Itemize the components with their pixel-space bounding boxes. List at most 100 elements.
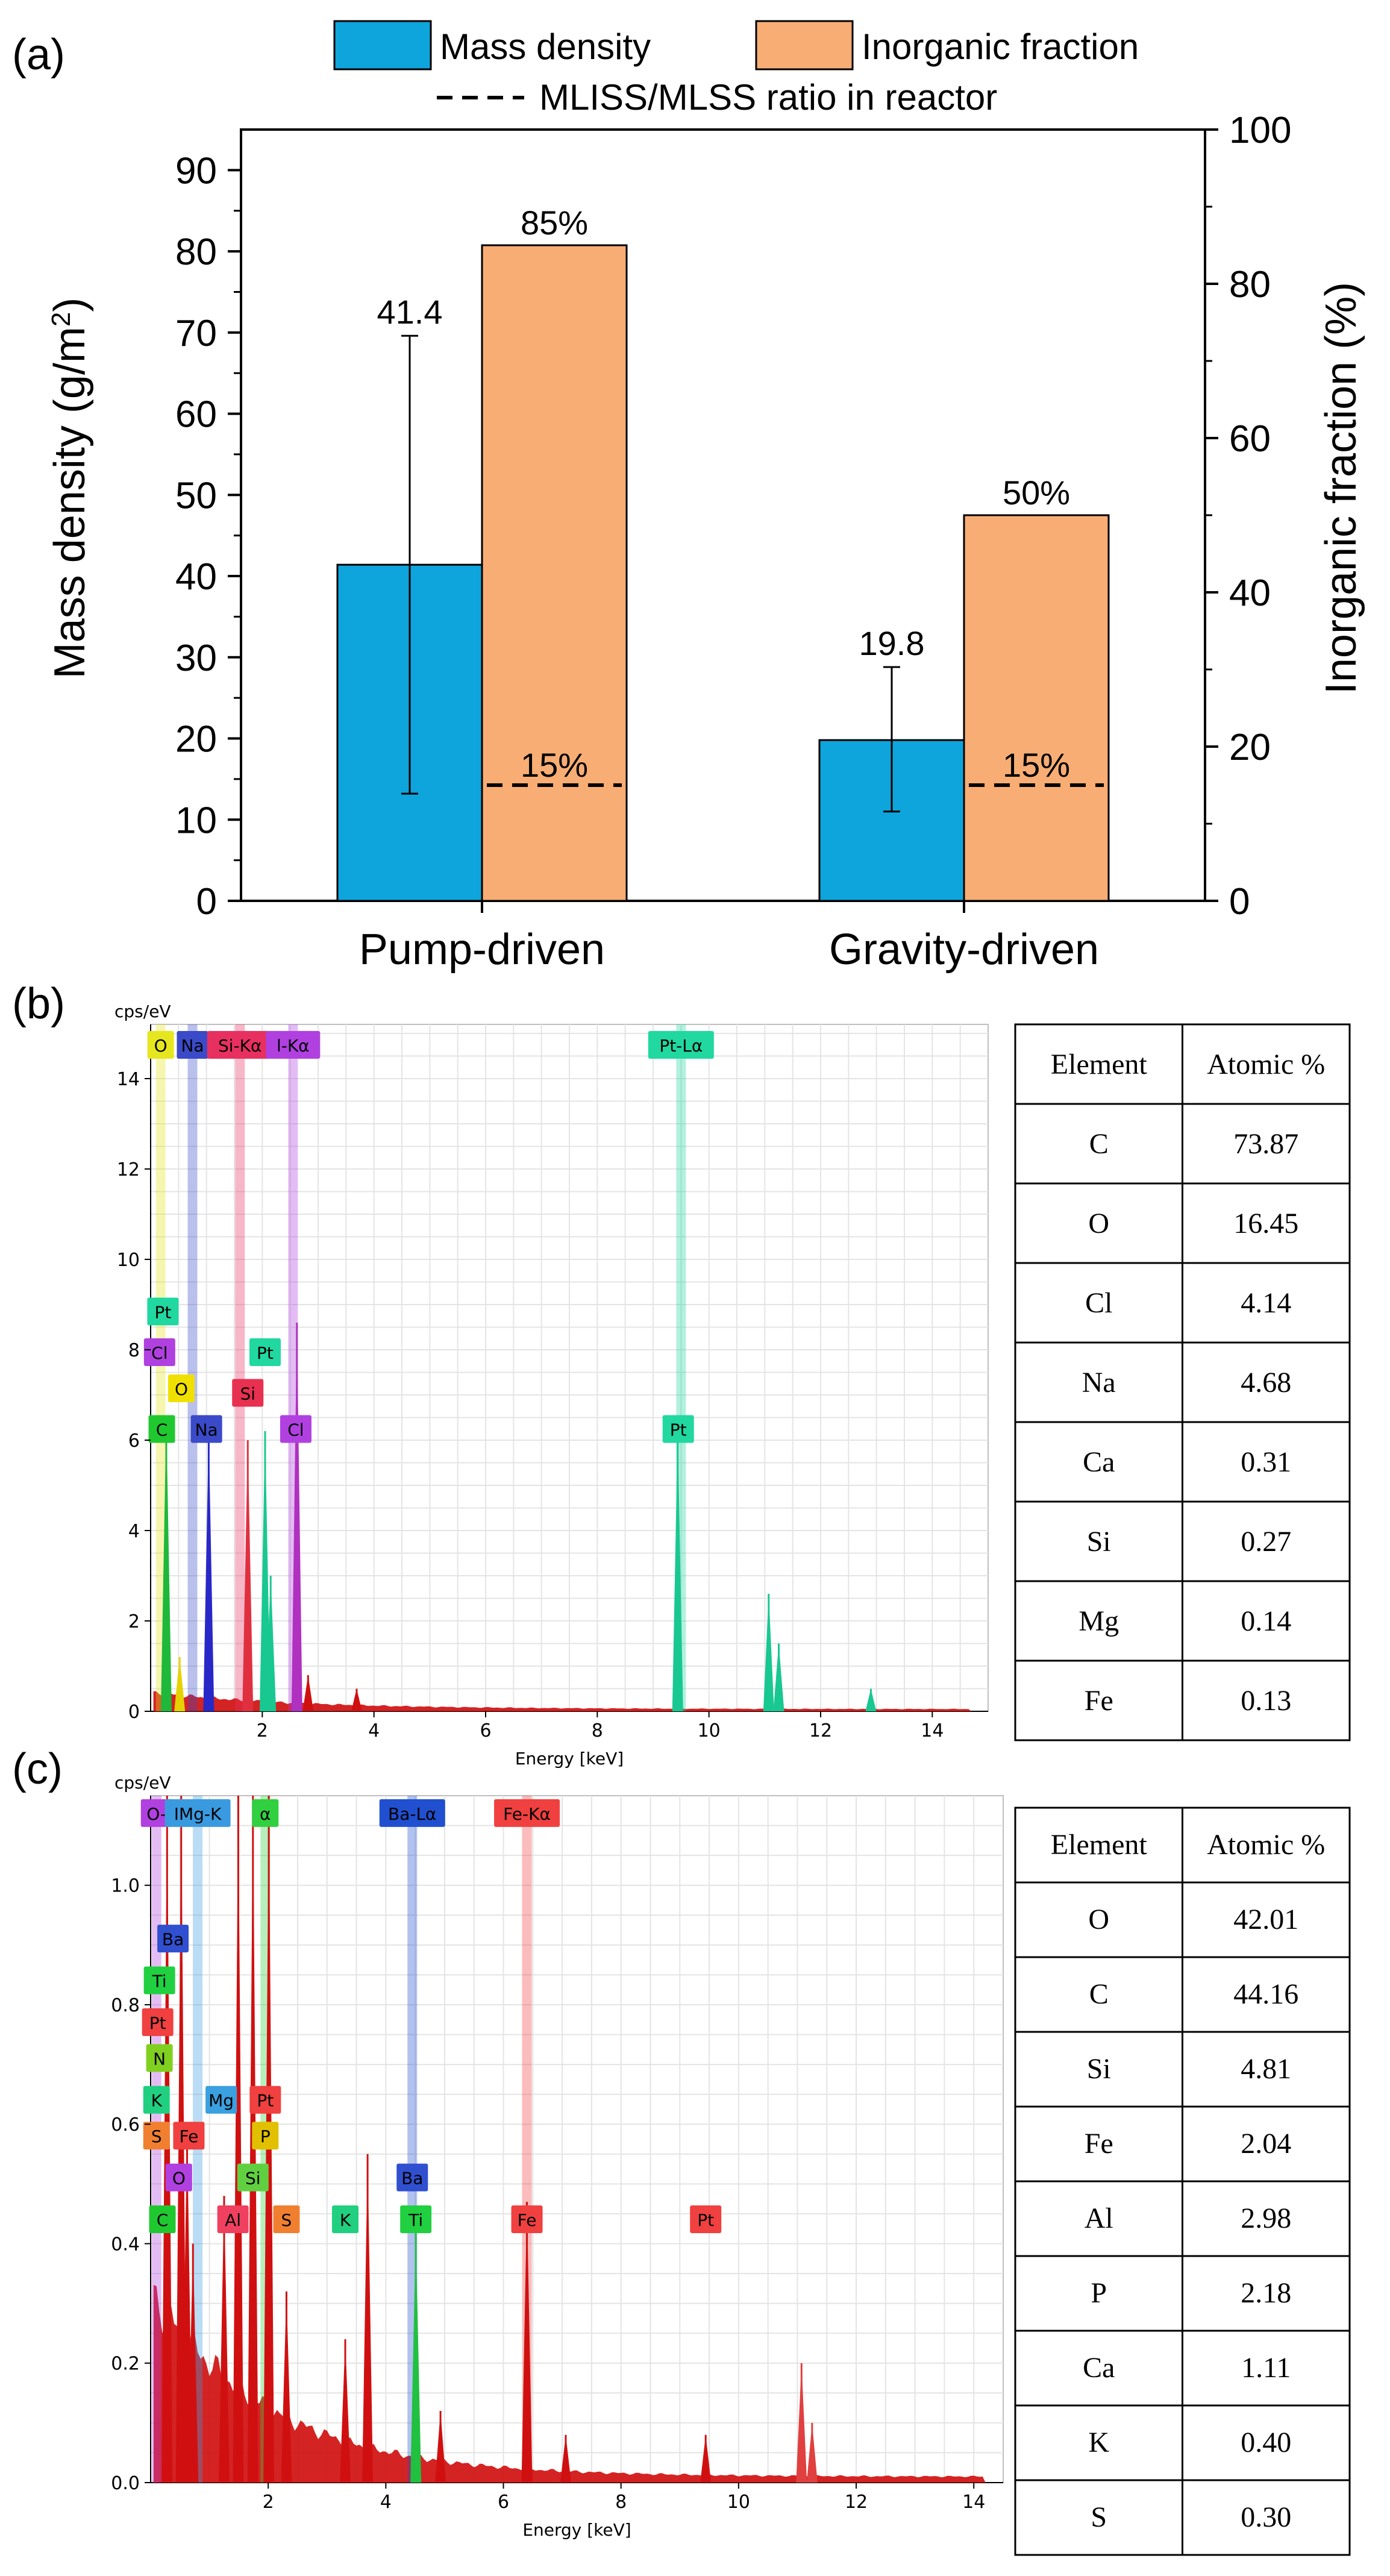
element-tag-label: Pt [257, 1343, 274, 1363]
panel-a-bar-chart: Mass density Inorganic fraction MLISS/ML… [46, 20, 1365, 974]
element-tag-box [146, 2044, 173, 2072]
element-tag-label: Si [245, 2169, 261, 2189]
y-tick-label: 0 [128, 1702, 140, 1723]
element-tag-box [252, 2122, 279, 2150]
y-tick-label: 0.4 [111, 2234, 140, 2255]
element-tag-box [149, 2205, 176, 2233]
y-tick-label-left: 60 [175, 394, 217, 436]
legend-label-inorganic-fraction: Inorganic fraction [862, 27, 1139, 67]
element-tag-box [232, 1379, 264, 1407]
table-header-atomic: Atomic % [1207, 1048, 1325, 1080]
table-cell-element: Ca [1083, 1446, 1115, 1478]
table-cell-atomic: 0.27 [1241, 1526, 1291, 1558]
table-cell-atomic: 4.81 [1241, 2053, 1291, 2085]
table-cell-element: S [1091, 2501, 1107, 2533]
panel-label-a: (a) [12, 31, 65, 79]
table-header-element: Element [1051, 1048, 1148, 1080]
y-tick-label: 14 [117, 1069, 140, 1090]
element-tag-box [237, 2163, 269, 2192]
table-cell-element: C [1089, 1978, 1109, 2010]
element-tag-label: Fe [518, 2210, 537, 2230]
element-tag-box [494, 1799, 560, 1827]
element-tag-box [400, 2205, 432, 2233]
legend-label-mliss-ratio: MLISS/MLSS ratio in reactor [539, 77, 997, 118]
x-tick-label: 4 [368, 1720, 380, 1741]
element-tag-label: α [260, 1804, 271, 1824]
element-tag-box [167, 1374, 195, 1402]
y-axis-title-left: Mass density (g/m2) [46, 298, 94, 679]
element-tag-box [396, 2163, 428, 2192]
table-cell-atomic: 2.98 [1241, 2202, 1291, 2234]
element-tag-box [332, 2205, 359, 2233]
table-cell-atomic: 2.18 [1241, 2277, 1291, 2309]
data-label-mass-density: 19.8 [859, 624, 925, 662]
legend-swatch-inorganic-fraction [755, 20, 854, 71]
table-cell-atomic: 44.16 [1233, 1978, 1298, 2010]
y-tick-label: 6 [128, 1431, 140, 1452]
x-tick-label: 8 [592, 1720, 603, 1741]
data-label-mass-density: 41.4 [377, 293, 443, 331]
y-tick-label-left: 20 [175, 719, 217, 760]
element-tag-box [207, 1031, 273, 1059]
x-axis-title: Energy [keV] [522, 2520, 631, 2540]
y-tick-label-left: 30 [175, 638, 217, 679]
y-tick-label-left: 0 [196, 881, 217, 923]
table-cell-element: Ca [1083, 2352, 1115, 2384]
element-tag-box [252, 1799, 279, 1827]
table-cell-element: Cl [1085, 1287, 1112, 1319]
table-cell-element: Mg [1079, 1605, 1119, 1637]
element-tag-label: O [175, 1379, 188, 1399]
element-tag-box [143, 1966, 175, 1995]
element-tag-label: Pt [257, 2091, 274, 2111]
element-tag-label: Cl [151, 1343, 167, 1363]
table-cell-atomic: 0.40 [1241, 2427, 1291, 2458]
element-tag-label: Pt [697, 2210, 714, 2230]
table-cell-element: Al [1085, 2202, 1113, 2234]
element-tag-box [648, 1031, 714, 1059]
x-tick-label: 10 [698, 1720, 721, 1741]
table-cell-element: Si [1087, 2053, 1111, 2085]
element-tag-label: Cl [287, 1420, 304, 1440]
element-tag-box [142, 2008, 174, 2036]
table-cell-atomic: 0.30 [1241, 2501, 1291, 2533]
y-tick-label-left: 70 [175, 313, 217, 354]
table-header-atomic: Atomic % [1207, 1829, 1325, 1861]
table-header-element: Element [1051, 1829, 1148, 1861]
y-axis-unit: cps/eV [114, 1773, 171, 1793]
table-cell-element: O [1088, 1208, 1109, 1239]
table-cell-atomic: 1.11 [1241, 2352, 1291, 2384]
x-axis-title: Energy [keV] [515, 1749, 624, 1769]
table-cell-atomic: 73.87 [1233, 1128, 1298, 1160]
element-tag-box [379, 1799, 445, 1827]
table-cell-atomic: 0.13 [1241, 1685, 1291, 1717]
y-tick-label: 0.8 [111, 1995, 140, 2016]
y-tick-label-left: 80 [175, 231, 217, 273]
x-tick-label: 2 [263, 2492, 274, 2513]
table-cell-element: C [1089, 1128, 1109, 1160]
element-tag-box [662, 1415, 694, 1443]
element-tag-label: O [172, 2169, 186, 2189]
bar-inorganic-fraction [481, 244, 628, 902]
element-tag-label: Fe-Kα [503, 1804, 551, 1824]
element-tag-label: S [281, 2210, 292, 2230]
x-tick-label: 6 [480, 1720, 491, 1741]
element-tag-label: Na [181, 1036, 204, 1056]
element-tag-box [147, 1031, 174, 1059]
y-tick-label-right: 80 [1229, 264, 1271, 306]
bar-mass-density [818, 739, 965, 902]
x-tick-label: 10 [727, 2492, 750, 2513]
element-tag-box [190, 1415, 222, 1443]
element-tag-label: Ba-Lα [388, 1804, 437, 1824]
element-tag-label: Pt-Lα [659, 1036, 703, 1056]
element-tag-box [140, 1799, 172, 1827]
element-tag-box [173, 2122, 205, 2150]
y-tick-label: 8 [128, 1340, 140, 1361]
y-axis-unit: cps/eV [114, 1001, 171, 1021]
element-tag-box [249, 1338, 281, 1366]
legend-swatch-mass-density [333, 20, 432, 71]
x-tick-label: 14 [962, 2492, 985, 2513]
y-tick-label: 0.0 [111, 2473, 140, 2494]
element-band [155, 1024, 166, 1711]
y-axis-title-right: Inorganic fraction (%) [1317, 282, 1365, 694]
legend: Mass density Inorganic fraction MLISS/ML… [333, 20, 1139, 118]
